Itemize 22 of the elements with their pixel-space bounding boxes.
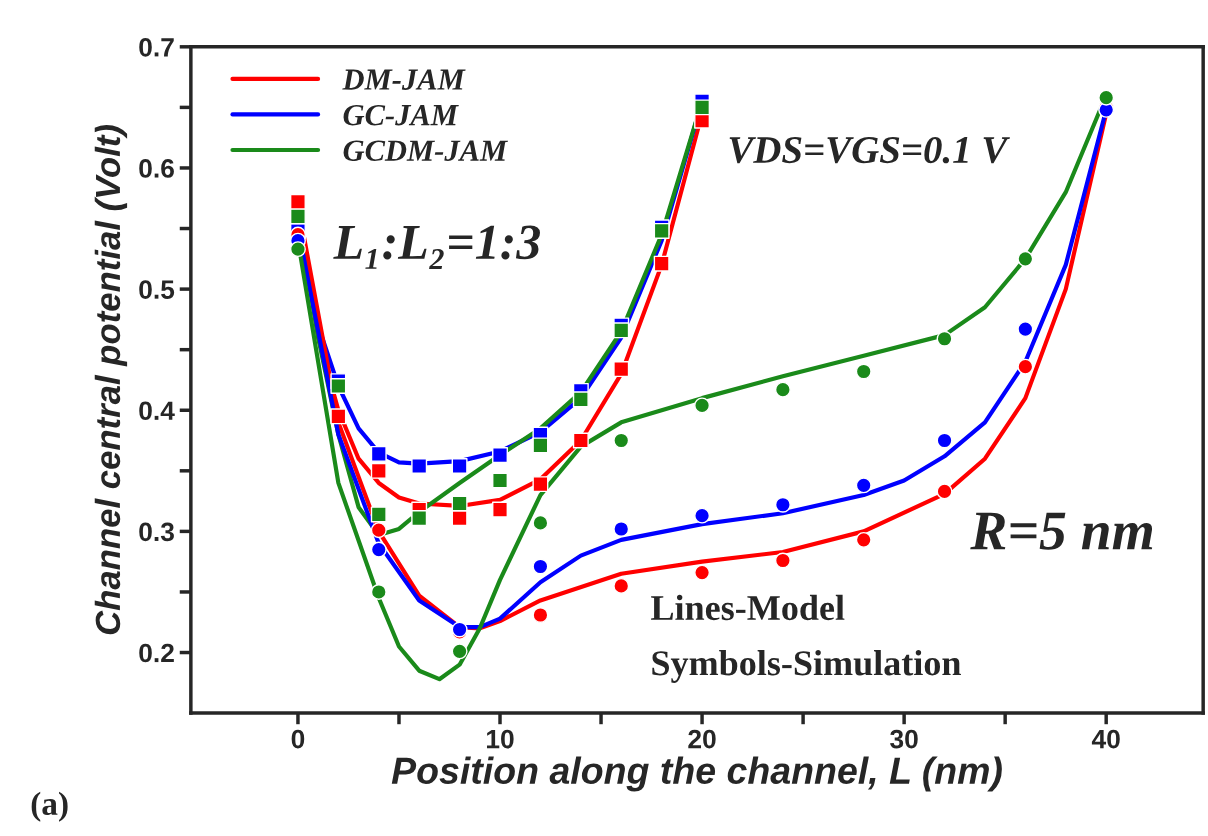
x-tick-label: 10 (487, 729, 514, 749)
legend-label: GCDM-JAM (343, 140, 509, 161)
annotation: R=5 nm (970, 512, 1153, 550)
x-tick-label: 30 (890, 729, 918, 749)
y-tick-label: 0.4 (139, 401, 175, 421)
x-tick-label: 20 (688, 729, 716, 749)
y-tick-label: 0.6 (139, 159, 174, 178)
y-tick-label: 0.5 (139, 280, 175, 299)
y-tick-label: 0.3 (139, 522, 174, 542)
annotation: L₁:L₂=1:3 (333, 225, 540, 269)
y-tick-label: 0.7 (139, 37, 174, 57)
x-tick-label: 40 (1091, 729, 1120, 749)
x-axis-title: Position along the channel, L (nm) (391, 756, 1002, 792)
text: (a) (31, 791, 68, 822)
annotation: VDS=VGS=0.1 V (729, 136, 1010, 164)
y-axis-title: Channel central potential (Volt) (94, 125, 128, 635)
y-tick-label: 0.2 (139, 643, 174, 663)
annotation: Symbols-Simulation (652, 650, 961, 683)
legend-label: GC-JAM (343, 104, 459, 126)
legend-label: DM-JAM (342, 69, 466, 90)
annotation: Lines-Model (651, 594, 845, 621)
x-tick-label: 0 (291, 729, 305, 749)
